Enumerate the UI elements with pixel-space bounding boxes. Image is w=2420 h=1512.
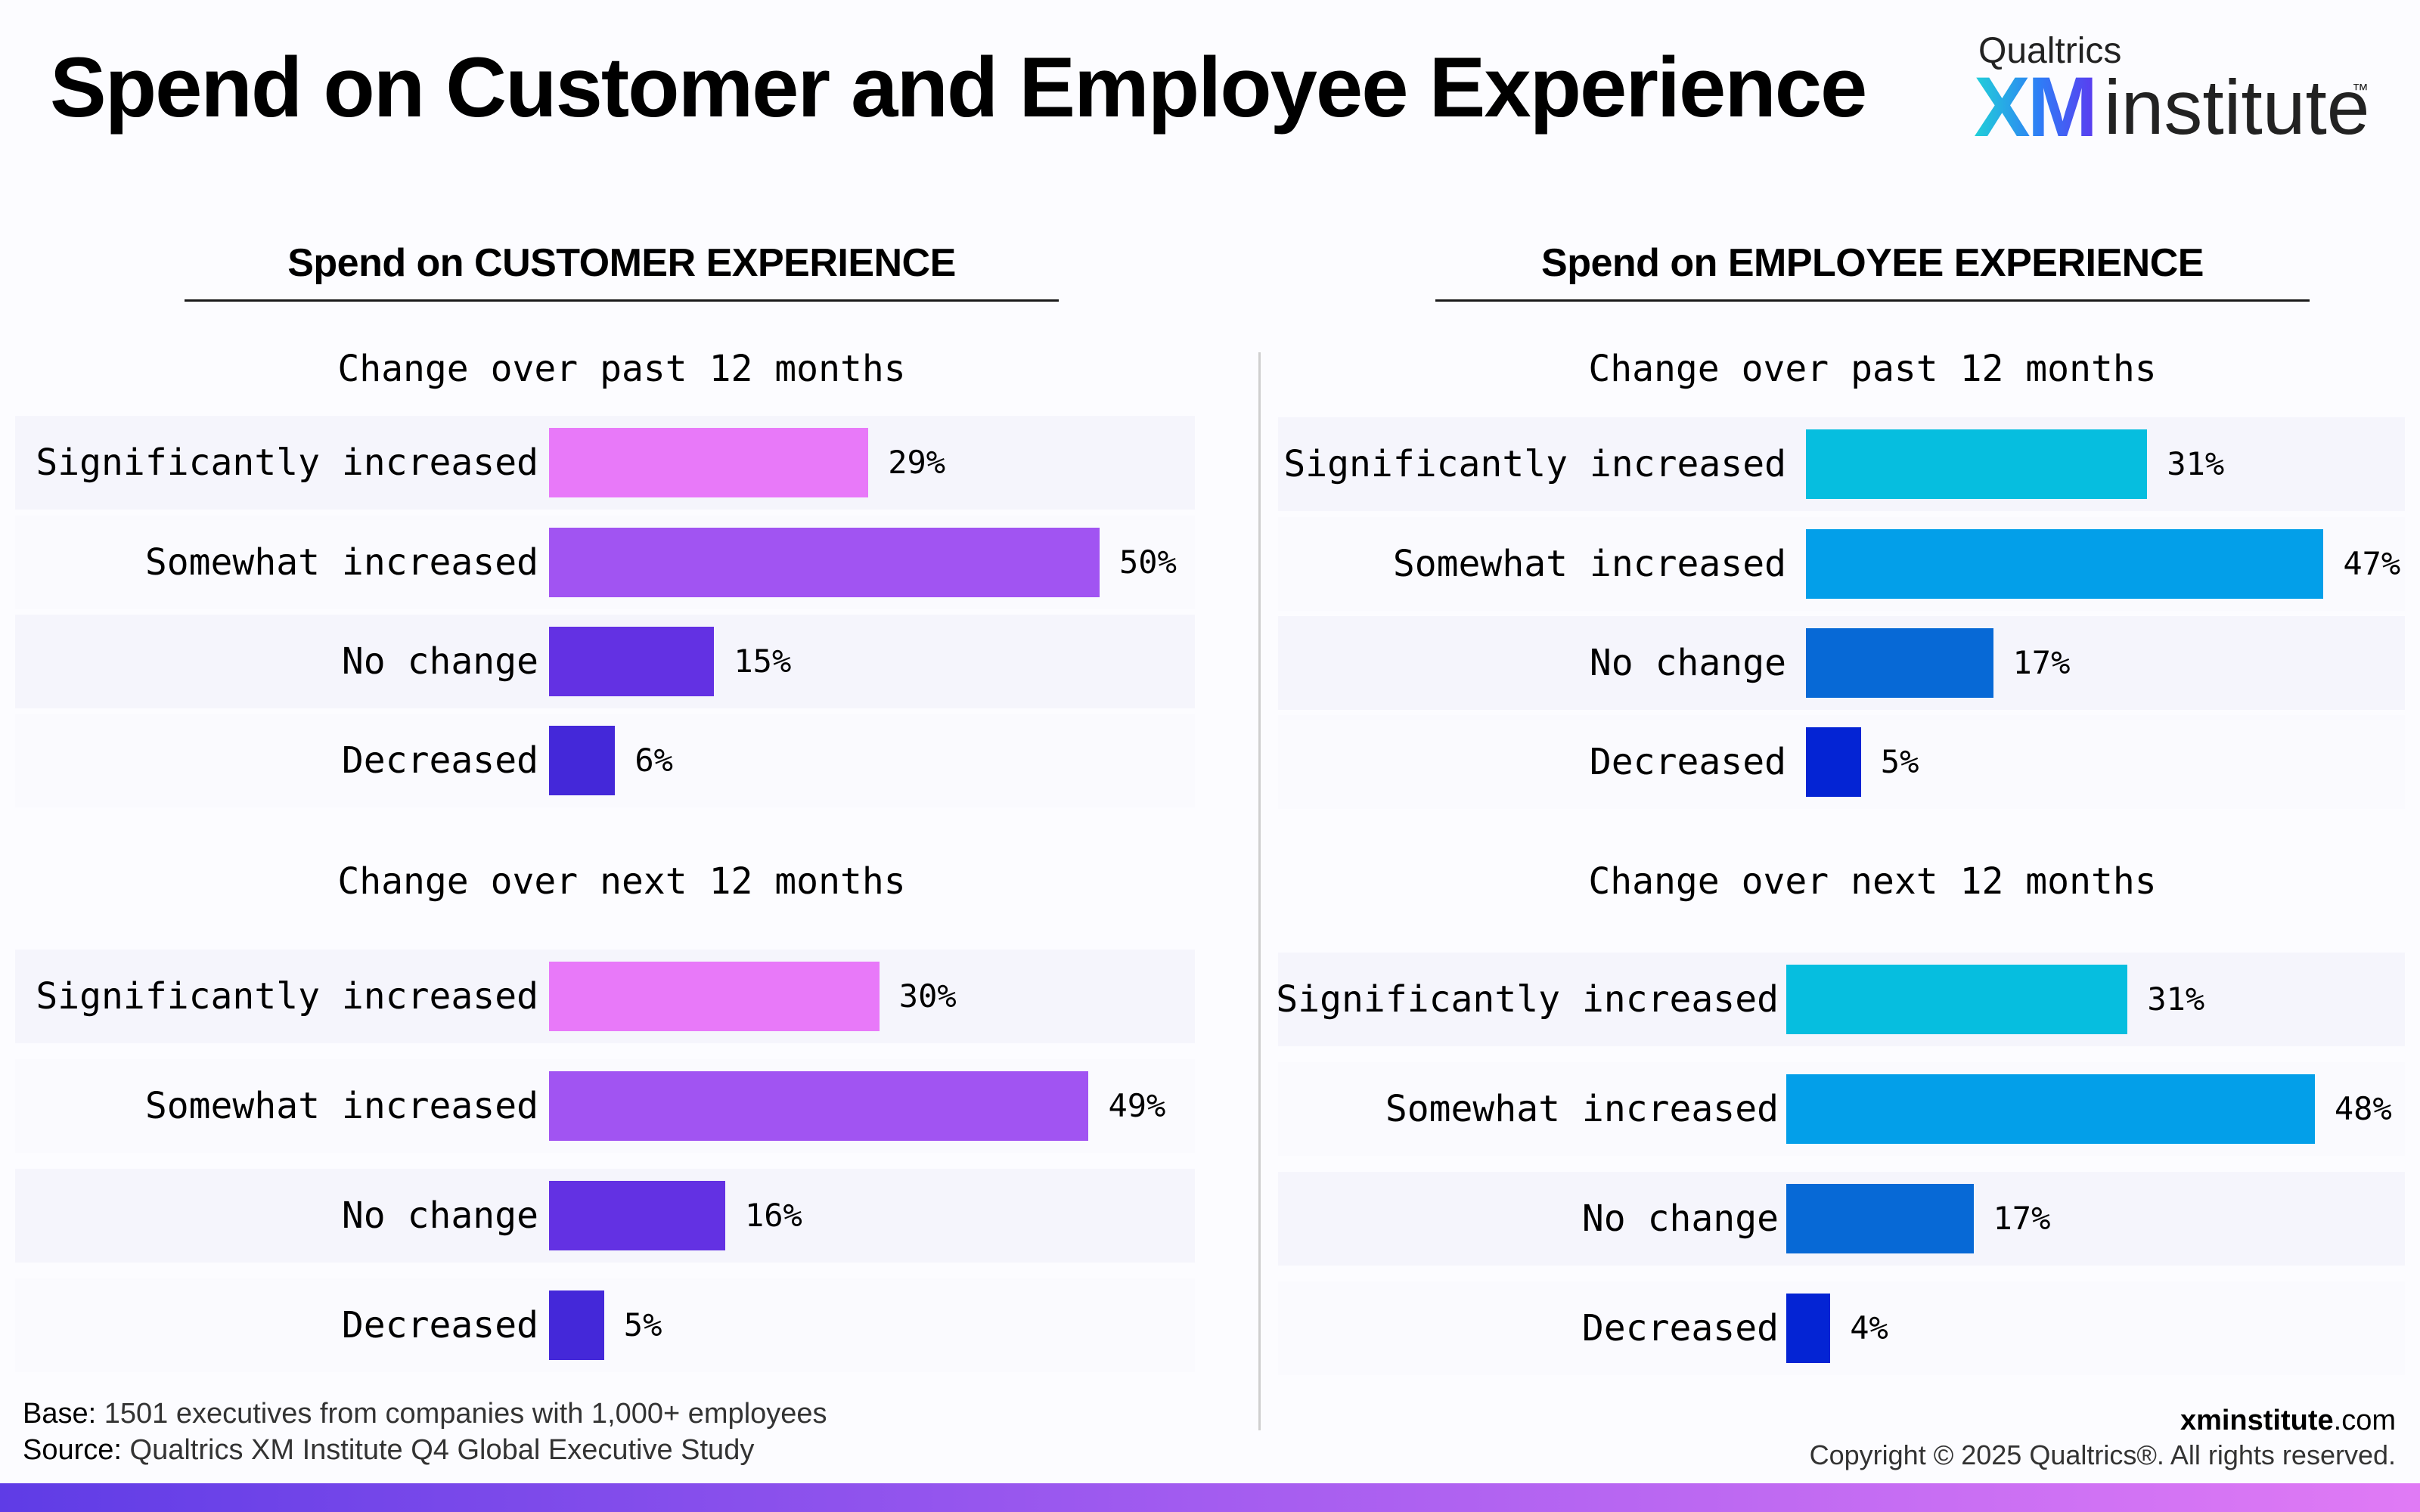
customer-panel-rule xyxy=(185,299,1059,302)
data-label-significantly-increased: 29% xyxy=(888,444,946,481)
source-note: Source: Qualtrics XM Institute Q4 Global… xyxy=(23,1432,827,1468)
base-label: Base: xyxy=(23,1398,97,1430)
customer-panel-title: Spend on CUSTOMER EXPERIENCE xyxy=(287,241,956,285)
data-label-no-change: 15% xyxy=(734,643,792,680)
bar-no-change xyxy=(549,1181,725,1250)
data-label-decreased: 4% xyxy=(1850,1309,1888,1346)
category-label-decreased: Decreased xyxy=(341,1304,538,1346)
row-band-decreased xyxy=(15,1278,1195,1372)
employee-panel-title: Spend on EMPLOYEE EXPERIENCE xyxy=(1541,241,2204,285)
panel-divider xyxy=(1258,352,1261,1430)
bar-decreased xyxy=(1786,1294,1831,1363)
category-label-significantly-increased: Significantly increased xyxy=(36,975,538,1018)
site-name: xminstitute xyxy=(2180,1405,2334,1436)
source-label: Source: xyxy=(23,1434,122,1466)
data-label-somewhat-increased: 48% xyxy=(2334,1090,2392,1127)
data-label-no-change: 16% xyxy=(744,1197,802,1234)
data-label-significantly-increased: 31% xyxy=(2147,981,2205,1018)
base-note: Base: 1501 executives from companies wit… xyxy=(23,1396,827,1432)
bar-no-change xyxy=(549,627,715,696)
bar-decreased xyxy=(549,726,616,795)
logo-trademark: ™ xyxy=(2352,80,2369,99)
logo-brand: Qualtrics xyxy=(1978,31,2122,71)
category-label-decreased: Decreased xyxy=(341,739,538,782)
bar-significantly-increased xyxy=(1786,965,2128,1034)
category-label-decreased: Decreased xyxy=(1589,741,1786,783)
category-label-somewhat-increased: Somewhat increased xyxy=(144,541,538,584)
site-suffix: .com xyxy=(2333,1405,2396,1436)
row-band-decreased xyxy=(1278,1281,2405,1375)
page-title: Spend on Customer and Employee Experienc… xyxy=(50,40,1867,135)
category-label-no-change: No change xyxy=(1589,642,1786,684)
category-label-no-change: No change xyxy=(341,1194,538,1237)
bar-somewhat-increased xyxy=(1806,529,2324,599)
chart-subtitle: Change over past 12 months xyxy=(337,348,906,390)
xm-institute-logo: Qualtrics XM institute ™ xyxy=(1974,27,2372,153)
bar-somewhat-increased xyxy=(1786,1074,2315,1144)
category-label-no-change: No change xyxy=(1581,1198,1779,1240)
data-label-somewhat-increased: 49% xyxy=(1108,1087,1166,1124)
bar-significantly-increased xyxy=(549,962,880,1031)
data-label-significantly-increased: 30% xyxy=(898,978,957,1015)
bar-significantly-increased xyxy=(549,428,869,497)
data-label-decreased: 6% xyxy=(634,742,673,779)
category-label-no-change: No change xyxy=(341,640,538,683)
data-label-somewhat-increased: 50% xyxy=(1119,544,1177,581)
bottom-gradient-band xyxy=(0,1483,2420,1512)
logo-xm: XM xyxy=(1974,60,2098,154)
data-label-significantly-increased: 31% xyxy=(2167,445,2225,482)
chart-subtitle: Change over next 12 months xyxy=(1588,860,2157,903)
source-text: Qualtrics XM Institute Q4 Global Executi… xyxy=(121,1434,755,1466)
category-label-significantly-increased: Significantly increased xyxy=(36,442,538,484)
bar-decreased xyxy=(549,1290,604,1360)
data-label-decreased: 5% xyxy=(623,1306,662,1343)
data-label-no-change: 17% xyxy=(2012,644,2071,681)
footer-right: xminstitute.com Copyright © 2025 Qualtri… xyxy=(1810,1403,2396,1473)
bar-no-change xyxy=(1786,1184,1974,1253)
category-label-somewhat-increased: Somewhat increased xyxy=(1392,543,1786,585)
bar-somewhat-increased xyxy=(549,528,1100,597)
category-label-decreased: Decreased xyxy=(1581,1307,1779,1349)
category-label-somewhat-increased: Somewhat increased xyxy=(144,1085,538,1127)
site-link[interactable]: xminstitute.com xyxy=(1810,1403,2396,1438)
category-label-significantly-increased: Significantly increased xyxy=(1283,443,1786,485)
bar-decreased xyxy=(1806,727,1861,797)
category-label-significantly-increased: Significantly increased xyxy=(1276,978,1779,1021)
chart-subtitle: Change over past 12 months xyxy=(1588,348,2157,390)
category-label-somewhat-increased: Somewhat increased xyxy=(1385,1088,1779,1130)
bar-significantly-increased xyxy=(1806,429,2148,499)
bar-no-change xyxy=(1806,628,1993,698)
data-label-somewhat-increased: 47% xyxy=(2343,545,2401,582)
employee-panel-rule xyxy=(1435,299,2310,302)
base-text: 1501 executives from companies with 1,00… xyxy=(96,1398,827,1430)
logo-institute: institute xyxy=(2104,64,2370,150)
bar-somewhat-increased xyxy=(549,1071,1089,1141)
data-label-no-change: 17% xyxy=(1993,1200,2051,1237)
data-label-decreased: 5% xyxy=(1880,743,1919,780)
copyright: Copyright © 2025 Qualtrics®. All rights … xyxy=(1809,1439,2396,1470)
chart-subtitle: Change over next 12 months xyxy=(337,860,906,903)
footnote: Base: 1501 executives from companies wit… xyxy=(23,1396,827,1468)
